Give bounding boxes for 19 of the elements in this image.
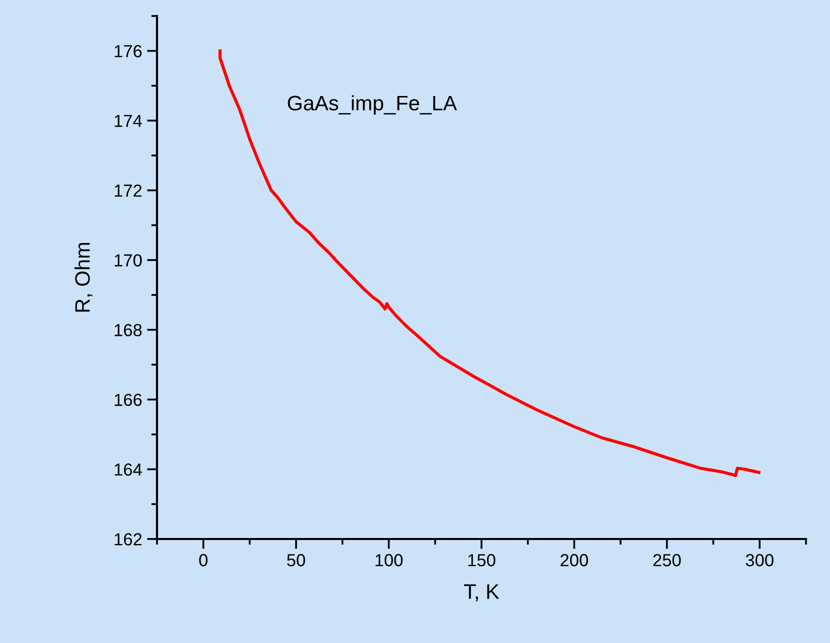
x-tick-label: 100 [376, 554, 403, 566]
y-tick-label: 170 [114, 254, 142, 267]
y-axis-title: R, Ohm [74, 242, 92, 312]
y-tick-label: 162 [114, 533, 142, 546]
y-tick-label: 166 [114, 394, 142, 406]
x-tick-label: 0 [199, 554, 208, 566]
x-tick-label: 200 [560, 554, 588, 566]
y-tick-label: 176 [114, 45, 142, 58]
x-tick-label: 150 [468, 554, 496, 566]
x-tick-label: 250 [653, 554, 681, 566]
x-tick-label: 300 [746, 554, 774, 566]
x-axis-title: T, K [464, 584, 500, 602]
y-tick-label: 164 [114, 463, 142, 476]
line-series [218, 49, 760, 478]
y-tick-label: 172 [114, 184, 142, 197]
x-tick-label: 50 [287, 554, 306, 566]
annotation: GaAs_imp_Fe_LA [288, 95, 457, 115]
y-tick-label: 168 [114, 324, 142, 336]
y-tick-label: 174 [114, 114, 142, 127]
